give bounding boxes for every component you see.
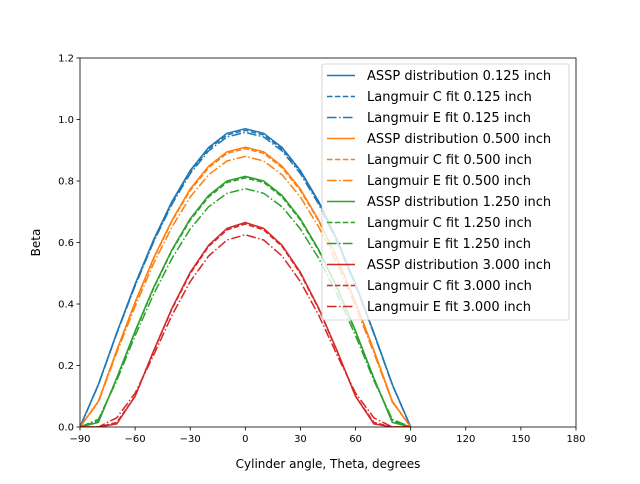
series-line-10 (80, 223, 411, 427)
y-tick-label: 0.6 (58, 238, 74, 249)
y-tick-label: 1.2 (58, 54, 74, 65)
legend-entry: Langmuir E fit 3.000 inch (327, 300, 531, 315)
legend-entry: ASSP distribution 3.000 inch (327, 258, 551, 273)
legend-label: Langmuir C fit 3.000 inch (367, 279, 532, 294)
x-tick-label: 90 (404, 434, 417, 445)
legend: ASSP distribution 0.125 inch Langmuir C f… (321, 63, 570, 321)
x-axis: −90 −60 −30 0 30 60 90 120 150 180 (69, 427, 586, 445)
legend-label: Langmuir E fit 0.500 inch (367, 174, 531, 189)
x-tick-label: −60 (125, 434, 146, 445)
legend-label: Langmuir E fit 3.000 inch (367, 300, 531, 315)
legend-label: Langmuir E fit 1.250 inch (367, 237, 531, 252)
legend-entry: Langmuir C fit 0.125 inch (327, 90, 532, 105)
y-tick-label: 1.0 (58, 115, 74, 126)
series-line-11 (80, 234, 411, 427)
legend-label: Langmuir C fit 0.125 inch (367, 90, 532, 105)
x-tick-label: 0 (242, 434, 248, 445)
x-axis-label: Cylinder angle, Theta, degrees (236, 457, 421, 471)
series-line-8 (80, 187, 411, 427)
x-tick-label: 30 (294, 434, 307, 445)
x-tick-label: 60 (349, 434, 362, 445)
legend-entry: Langmuir E fit 0.125 inch (327, 111, 531, 126)
legend-label: ASSP distribution 0.500 inch (367, 132, 551, 147)
legend-box (321, 63, 570, 321)
legend-label: ASSP distribution 1.250 inch (367, 195, 551, 210)
x-tick-label: −90 (69, 434, 90, 445)
legend-entry: ASSP distribution 0.500 inch (327, 132, 551, 147)
legend-label: Langmuir E fit 0.125 inch (367, 111, 531, 126)
legend-label: ASSP distribution 3.000 inch (367, 258, 551, 273)
legend-entry: ASSP distribution 0.125 inch (327, 69, 551, 84)
x-tick-label: 180 (566, 434, 585, 445)
x-tick-label: −30 (180, 434, 201, 445)
x-tick-label: 150 (511, 434, 530, 445)
legend-label: Langmuir C fit 1.250 inch (367, 216, 532, 231)
legend-label: ASSP distribution 0.125 inch (367, 69, 551, 84)
x-tick-label: 120 (456, 434, 475, 445)
series-line-7 (80, 177, 411, 427)
legend-entry: Langmuir C fit 3.000 inch (327, 279, 532, 294)
legend-entry: Langmuir C fit 1.250 inch (327, 216, 532, 231)
legend-label: Langmuir C fit 0.500 inch (367, 153, 532, 168)
legend-entry: Langmuir C fit 0.500 inch (327, 153, 532, 168)
y-tick-label: 0.2 (58, 361, 74, 372)
legend-entry: Langmuir E fit 0.500 inch (327, 174, 531, 189)
y-axis-label: Beta (29, 229, 43, 257)
y-tick-label: 0.0 (58, 423, 74, 434)
series-line-5 (80, 155, 412, 427)
legend-entry: ASSP distribution 1.250 inch (327, 195, 551, 210)
y-tick-label: 0.4 (58, 300, 74, 311)
y-tick-label: 0.8 (58, 177, 74, 188)
legend-entry: Langmuir E fit 1.250 inch (327, 237, 531, 252)
y-axis: 0.0 0.2 0.4 0.6 0.8 1.0 1.2 (58, 54, 80, 434)
